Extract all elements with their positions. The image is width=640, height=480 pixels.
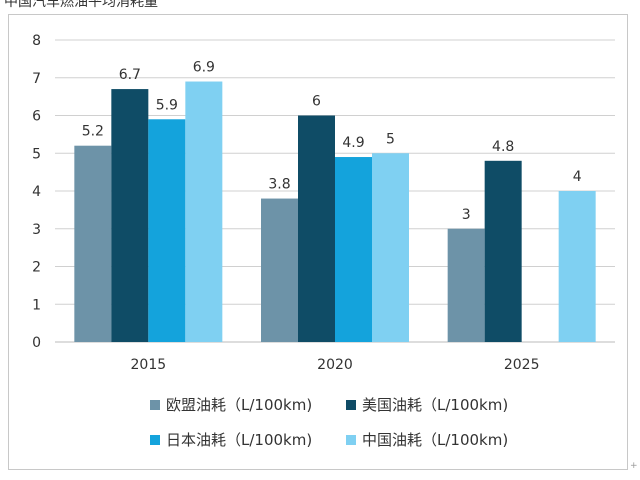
legend-label: 中国油耗（L/100km) — [362, 431, 509, 449]
data-label: 3.8 — [268, 177, 290, 193]
legend-swatch — [150, 434, 160, 445]
legend-label: 欧盟油耗（L/100km) — [166, 396, 313, 414]
corner-mark: + — [630, 461, 638, 471]
y-tick-label: 7 — [32, 71, 41, 87]
chart-frame — [8, 14, 628, 470]
y-tick-label: 6 — [32, 109, 41, 125]
data-labels: 5.2 6.7 5.9 6.9 3.8 6 4.9 5 3 4.8 4 — [82, 60, 582, 223]
legend-swatch — [150, 399, 160, 410]
bar — [335, 157, 372, 342]
legend-label: 日本油耗（L/100km) — [166, 431, 313, 449]
x-tick-label: 2015 — [131, 357, 167, 373]
bar — [111, 89, 149, 342]
legend-label: 美国油耗（L/100km) — [362, 396, 509, 414]
data-label: 5.9 — [156, 97, 178, 113]
bar — [558, 191, 596, 342]
bar — [261, 198, 298, 342]
data-label: 5.2 — [82, 124, 104, 140]
x-tick-label: 2025 — [504, 357, 540, 373]
bar — [148, 119, 186, 343]
data-label: 6.9 — [193, 60, 215, 76]
data-label: 3 — [462, 207, 471, 223]
y-tick-label: 4 — [32, 184, 41, 200]
data-label: 4.9 — [342, 135, 364, 151]
bar — [185, 81, 223, 343]
bar — [298, 115, 335, 342]
bar — [74, 145, 112, 342]
data-label: 6 — [312, 94, 321, 110]
legend: 欧盟油耗（L/100km) 美国油耗（L/100km) 日本油耗（L/100km) 中… — [150, 394, 570, 450]
data-label: 4 — [573, 169, 582, 185]
y-tick-label: 5 — [32, 146, 41, 162]
y-tick-label: 0 — [32, 335, 41, 351]
y-tick-label: 2 — [32, 260, 41, 276]
bar — [484, 160, 522, 342]
data-label: 5 — [386, 131, 395, 147]
legend-item: 欧盟油耗（L/100km) — [150, 394, 346, 415]
legend-item: 中国油耗（L/100km) — [346, 429, 566, 450]
legend-item: 美国油耗（L/100km) — [346, 394, 566, 415]
page-title-fragment: 中国汽车燃油平均消耗量 — [4, 0, 158, 10]
legend-swatch — [346, 399, 356, 410]
bar — [372, 153, 409, 342]
y-tick-label: 1 — [32, 297, 41, 313]
y-tick-label: 8 — [32, 33, 41, 49]
bar — [447, 228, 485, 342]
x-axis-ticks: 2015 2020 2025 — [131, 357, 540, 373]
y-tick-label: 3 — [32, 222, 41, 238]
y-axis-ticks: 0 1 2 3 4 5 6 7 8 — [32, 33, 41, 351]
legend-item: 日本油耗（L/100km) — [150, 429, 346, 450]
bars — [74, 81, 596, 343]
x-tick-label: 2020 — [317, 357, 353, 373]
legend-swatch — [346, 434, 356, 445]
data-label: 4.8 — [492, 139, 514, 155]
data-label: 6.7 — [119, 67, 141, 83]
